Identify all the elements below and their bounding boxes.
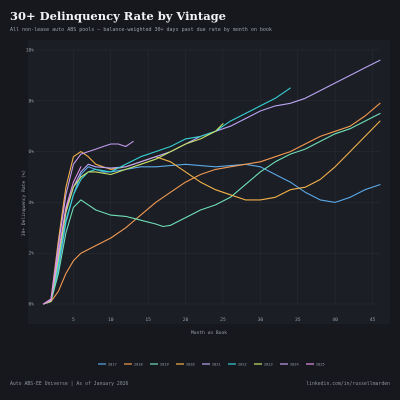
series-lines [42, 59, 381, 305]
series-line-2024 [42, 140, 134, 305]
legend-label-2018: 2018 [134, 362, 143, 366]
legend-label-2024: 2024 [290, 362, 299, 366]
series-line-2022 [42, 87, 291, 305]
x-tick-label: 25 [220, 317, 226, 323]
legend-label-2025: 2025 [316, 362, 325, 366]
x-tick-label: 45 [370, 317, 376, 323]
legend-label-2020: 2020 [186, 362, 195, 366]
y-axis-label: 30+ Delinquency Rate (%) [21, 170, 27, 236]
x-axis-label: Month on Book [191, 330, 227, 336]
x-tick-label: 20 [183, 317, 189, 323]
legend-label-2017: 2017 [108, 362, 117, 366]
plot-background [28, 40, 390, 324]
grid-lines [36, 49, 380, 305]
series-line-2017 [42, 163, 381, 305]
x-tick-label: 5 [72, 317, 75, 323]
legend-label-2023: 2023 [264, 362, 273, 366]
footer-credit: linkedin.com/in/russellmarden [306, 382, 390, 387]
footer-source: Auto ABS-EE Universe | As of January 202… [10, 382, 129, 387]
chart-subtitle: All non-lease auto ABS pools — balance-w… [10, 27, 272, 33]
x-tick-label: 35 [295, 317, 301, 323]
y-tick-label: 6% [28, 149, 34, 155]
legend-label-2019: 2019 [160, 362, 169, 366]
y-tick-label: 2% [28, 251, 34, 257]
y-tick-label: 8% [28, 98, 34, 104]
series-line-2023 [42, 123, 224, 305]
x-axis-ticks: 5 10 15 20 25 30 35 40 45 [72, 317, 376, 323]
y-tick-label: 4% [28, 200, 34, 206]
series-line-2020 [42, 120, 381, 305]
legend-label-2021: 2021 [212, 362, 221, 366]
series-line-2025 [42, 166, 82, 305]
y-tick-label: 10% [26, 48, 35, 54]
legend: 2017 2018 2019 2020 2021 2022 2023 2024 2025 [98, 362, 325, 366]
legend-label-2022: 2022 [238, 362, 247, 366]
x-tick-label: 40 [332, 317, 338, 323]
x-tick-label: 10 [108, 317, 114, 323]
y-axis-ticks: 0% 2% 4% 6% 8% 10% [26, 48, 35, 308]
chart-title: 30+ Delinquency Rate by Vintage [10, 9, 227, 23]
x-tick-label: 15 [145, 317, 151, 323]
x-tick-label: 30 [258, 317, 264, 323]
y-tick-label: 0% [28, 302, 34, 308]
series-line-2019 [42, 112, 381, 305]
series-line-2018 [42, 102, 381, 305]
